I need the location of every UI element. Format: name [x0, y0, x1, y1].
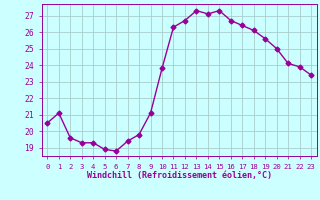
X-axis label: Windchill (Refroidissement éolien,°C): Windchill (Refroidissement éolien,°C)	[87, 171, 272, 180]
